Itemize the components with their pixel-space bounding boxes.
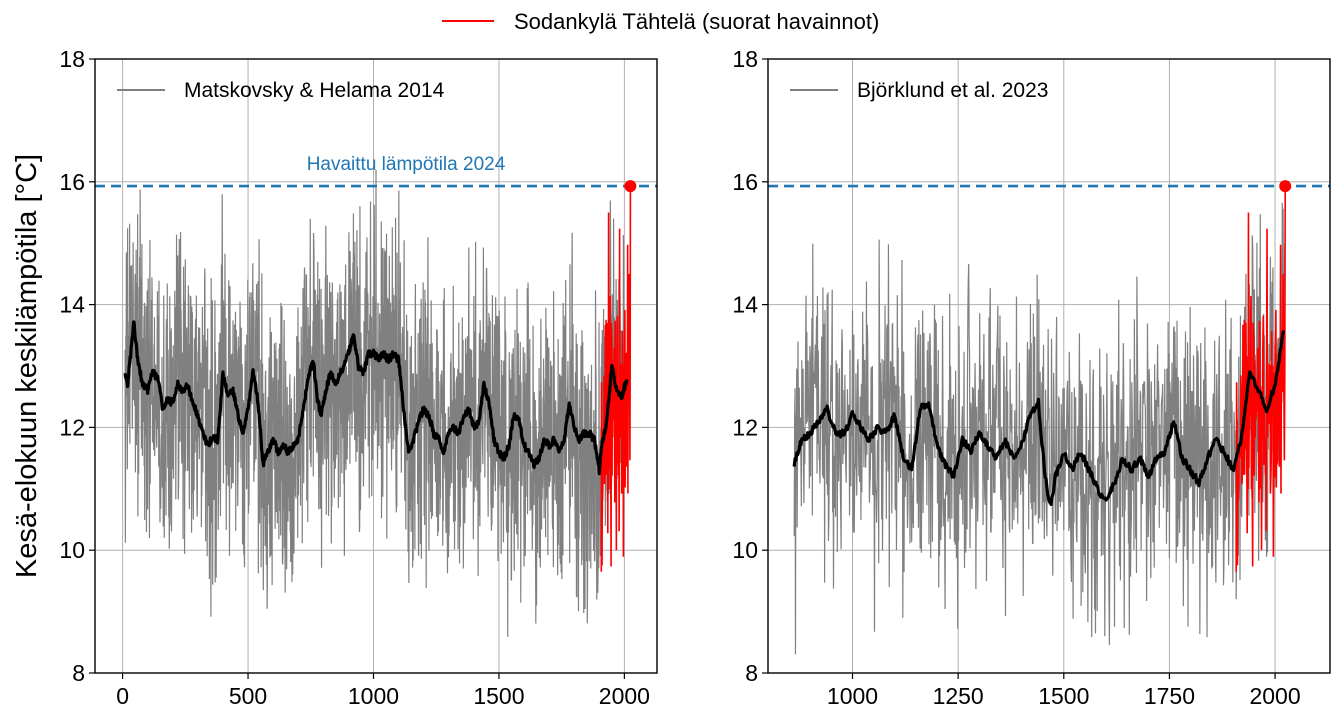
threshold-label: Havaittu lämpötila 2024: [307, 154, 506, 175]
proxy-legend-label: Björklund et al. 2023: [857, 79, 1048, 102]
x-tick-label: 1500: [473, 683, 524, 709]
y-tick-label: 16: [732, 169, 758, 195]
observed-2024-point: [624, 180, 637, 193]
y-tick-label: 14: [732, 292, 758, 318]
y-tick-label: 16: [59, 169, 85, 195]
observed-series: [1235, 186, 1287, 572]
plot-area: [95, 169, 657, 637]
x-tick-label: 1250: [933, 683, 984, 709]
x-tick-label: 500: [229, 683, 267, 709]
x-tick-label: 1750: [1144, 683, 1195, 709]
top-legend: Sodankylä Tähtelä (suorat havainnot): [442, 9, 879, 34]
y-tick-label: 14: [59, 292, 85, 318]
y-tick-label: 10: [59, 537, 85, 563]
panel-right-bjorklund: 1000 1250 1500 1750 2000 8 10 12 14 16 18 Björklund…: [732, 46, 1331, 709]
smoothed-series: [792, 330, 1286, 507]
y-axis-label: Kesä-elokuun keskilämpötila [°C]: [11, 154, 43, 578]
axes-frame: [767, 58, 1331, 674]
x-tick-label: 2000: [1249, 683, 1300, 709]
y-tick-label: 8: [745, 660, 758, 686]
panel-left-matskovsky: Havaittu lämpötila 2024 0 500 1000 1500 2000 8…: [59, 46, 658, 709]
observed-legend-label: Sodankylä Tähtelä (suorat havainnot): [514, 9, 879, 34]
x-tick-label: 1000: [827, 683, 878, 709]
y-tick-label: 12: [732, 414, 758, 440]
x-tick-label: 1500: [1038, 683, 1089, 709]
y-tick-label: 12: [59, 414, 85, 440]
smoothed-series: [123, 320, 629, 476]
y-tick-label: 10: [732, 537, 758, 563]
plot-area: [768, 184, 1330, 655]
y-tick-label: 18: [732, 46, 758, 72]
observed-2024-point: [1279, 180, 1292, 193]
x-tick-label: 0: [116, 683, 129, 709]
x-tick-label: 2000: [599, 683, 650, 709]
proxy-series: [124, 169, 625, 637]
proxy-series: [793, 202, 1286, 655]
proxy-legend-label: Matskovsky & Helama 2014: [184, 79, 445, 102]
y-tick-label: 18: [59, 46, 85, 72]
y-tick-label: 8: [72, 660, 85, 686]
x-tick-label: 1000: [348, 683, 399, 709]
axes-frame: [94, 58, 658, 674]
